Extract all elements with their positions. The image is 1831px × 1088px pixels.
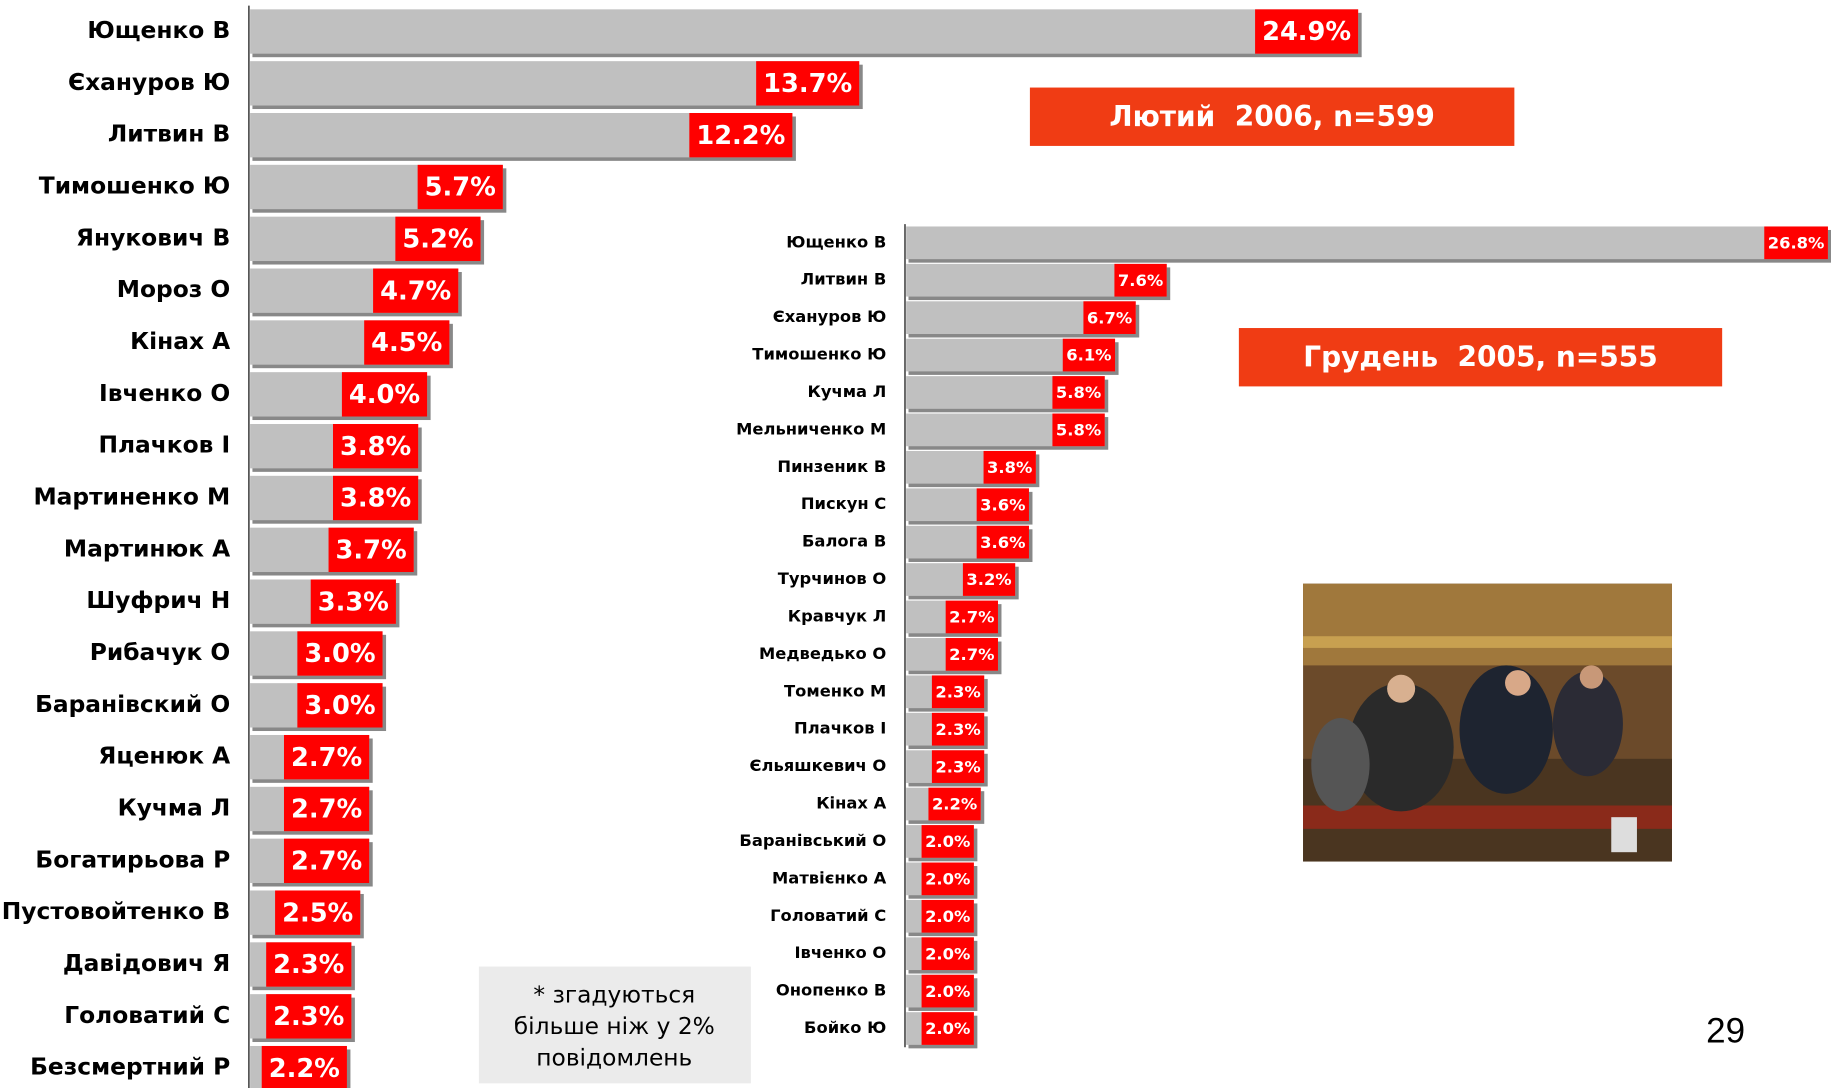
value-label: 2.0% <box>925 1019 970 1038</box>
category-label: Баранівский О <box>35 690 230 718</box>
note-line: * згадуються <box>533 980 695 1008</box>
value-label: 2.5% <box>282 898 353 928</box>
value-label: 3.8% <box>987 458 1032 477</box>
page: {"chart_data": [ {"type": "bar", "orient… <box>0 0 1831 1088</box>
category-label: Пустовойтенко В <box>2 897 230 925</box>
category-label: Плачков І <box>98 431 230 459</box>
value-label: 2.0% <box>925 832 970 851</box>
category-label: Мельниченко М <box>736 419 886 438</box>
category-label: Кучма Л <box>118 793 231 821</box>
value-label: 2.7% <box>291 743 362 773</box>
bar <box>250 9 1358 53</box>
category-label: Ющенко В <box>87 16 230 44</box>
value-label: 3.0% <box>304 639 375 669</box>
value-label: 3.2% <box>966 570 1011 589</box>
category-label: Балога В <box>802 532 886 551</box>
category-label: Мартинюк А <box>64 534 230 562</box>
category-label: Богатирьова Р <box>35 845 230 873</box>
category-label: Литвин В <box>108 120 230 148</box>
slide: * згадуються більше ніж у 2% повідомлень… <box>0 0 1831 1088</box>
chart-title: Грудень 2005, n=555 <box>1303 340 1657 373</box>
value-label: 13.7% <box>763 69 852 99</box>
value-label: 5.8% <box>1056 383 1101 402</box>
category-label: Кучма Л <box>808 382 887 401</box>
value-label: 2.7% <box>291 795 362 825</box>
value-label: 3.3% <box>318 587 389 617</box>
category-label: Мартиненко М <box>33 483 230 511</box>
category-label: Баранівський О <box>739 831 886 850</box>
value-label: 2.0% <box>925 982 970 1001</box>
category-label: Івченко О <box>794 943 886 962</box>
category-label: Бойко Ю <box>804 1018 886 1037</box>
value-label: 4.5% <box>371 328 442 358</box>
category-label: Ющенко В <box>786 232 886 251</box>
category-label: Янукович В <box>76 223 230 251</box>
value-label: 2.7% <box>949 645 994 664</box>
value-label: 4.7% <box>380 276 451 306</box>
chart-title: Лютий 2006, n=599 <box>1109 100 1435 133</box>
value-label: 5.2% <box>402 225 473 255</box>
category-label: Рибачук О <box>90 638 230 666</box>
category-label: Єльяшкевич О <box>750 756 887 775</box>
category-label: Кінах А <box>130 327 230 355</box>
value-label: 2.3% <box>273 950 344 980</box>
page-number: 29 <box>1706 1011 1745 1050</box>
category-label: Безсмертний Р <box>30 1053 230 1081</box>
value-label: 3.6% <box>980 495 1025 514</box>
category-label: Литвин В <box>801 270 887 289</box>
category-label: Головатий С <box>770 906 886 925</box>
category-label: Івченко О <box>99 379 230 407</box>
category-label: Єхануров Ю <box>773 307 887 326</box>
photo <box>1303 584 1672 862</box>
category-label: Томенко М <box>784 681 886 700</box>
value-label: 2.3% <box>935 720 980 739</box>
category-label: Матвієнко А <box>772 868 887 887</box>
value-label: 2.3% <box>935 757 980 776</box>
category-label: Тимошенко Ю <box>39 172 230 200</box>
value-label: 2.7% <box>291 846 362 876</box>
value-label: 2.3% <box>935 682 980 701</box>
value-label: 12.2% <box>696 121 785 151</box>
category-label: Головатий С <box>64 1001 230 1029</box>
category-label: Пискун С <box>801 494 886 513</box>
value-label: 3.8% <box>340 432 411 462</box>
value-label: 26.8% <box>1768 233 1825 252</box>
bar <box>906 226 1828 259</box>
value-label: 24.9% <box>1262 17 1351 47</box>
category-label: Онопенко В <box>776 981 886 1000</box>
value-label: 2.2% <box>932 795 977 814</box>
category-label: Плачков І <box>794 719 886 738</box>
value-label: 2.0% <box>925 944 970 963</box>
value-label: 5.7% <box>425 173 496 203</box>
value-label: 2.3% <box>273 1002 344 1032</box>
category-label: Єхануров Ю <box>68 68 230 96</box>
value-label: 3.8% <box>340 484 411 514</box>
note-line: більше ніж у 2% <box>514 1012 715 1040</box>
category-label: Давідович Я <box>63 949 230 977</box>
category-label: Мороз О <box>117 275 230 303</box>
value-label: 6.7% <box>1087 308 1132 327</box>
note-line: повідомлень <box>536 1043 692 1071</box>
value-label: 6.1% <box>1066 346 1111 365</box>
value-label: 5.8% <box>1056 421 1101 440</box>
category-label: Кінах А <box>816 794 886 813</box>
value-label: 2.0% <box>925 870 970 889</box>
category-label: Пинзеник В <box>777 457 886 476</box>
category-label: Тимошенко Ю <box>752 345 886 364</box>
category-label: Медведько О <box>759 644 886 663</box>
value-label: 3.6% <box>980 533 1025 552</box>
value-label: 7.6% <box>1118 271 1163 290</box>
value-label: 3.7% <box>336 536 407 566</box>
category-label: Турчинов О <box>778 569 887 588</box>
category-label: Шуфрич Н <box>86 586 230 614</box>
value-label: 2.0% <box>925 907 970 926</box>
value-label: 2.7% <box>949 608 994 627</box>
value-label: 3.0% <box>304 691 375 721</box>
category-label: Кравчук Л <box>788 606 887 625</box>
value-label: 2.2% <box>269 1054 340 1084</box>
category-label: Яценюк А <box>98 742 230 770</box>
value-label: 4.0% <box>349 380 420 410</box>
